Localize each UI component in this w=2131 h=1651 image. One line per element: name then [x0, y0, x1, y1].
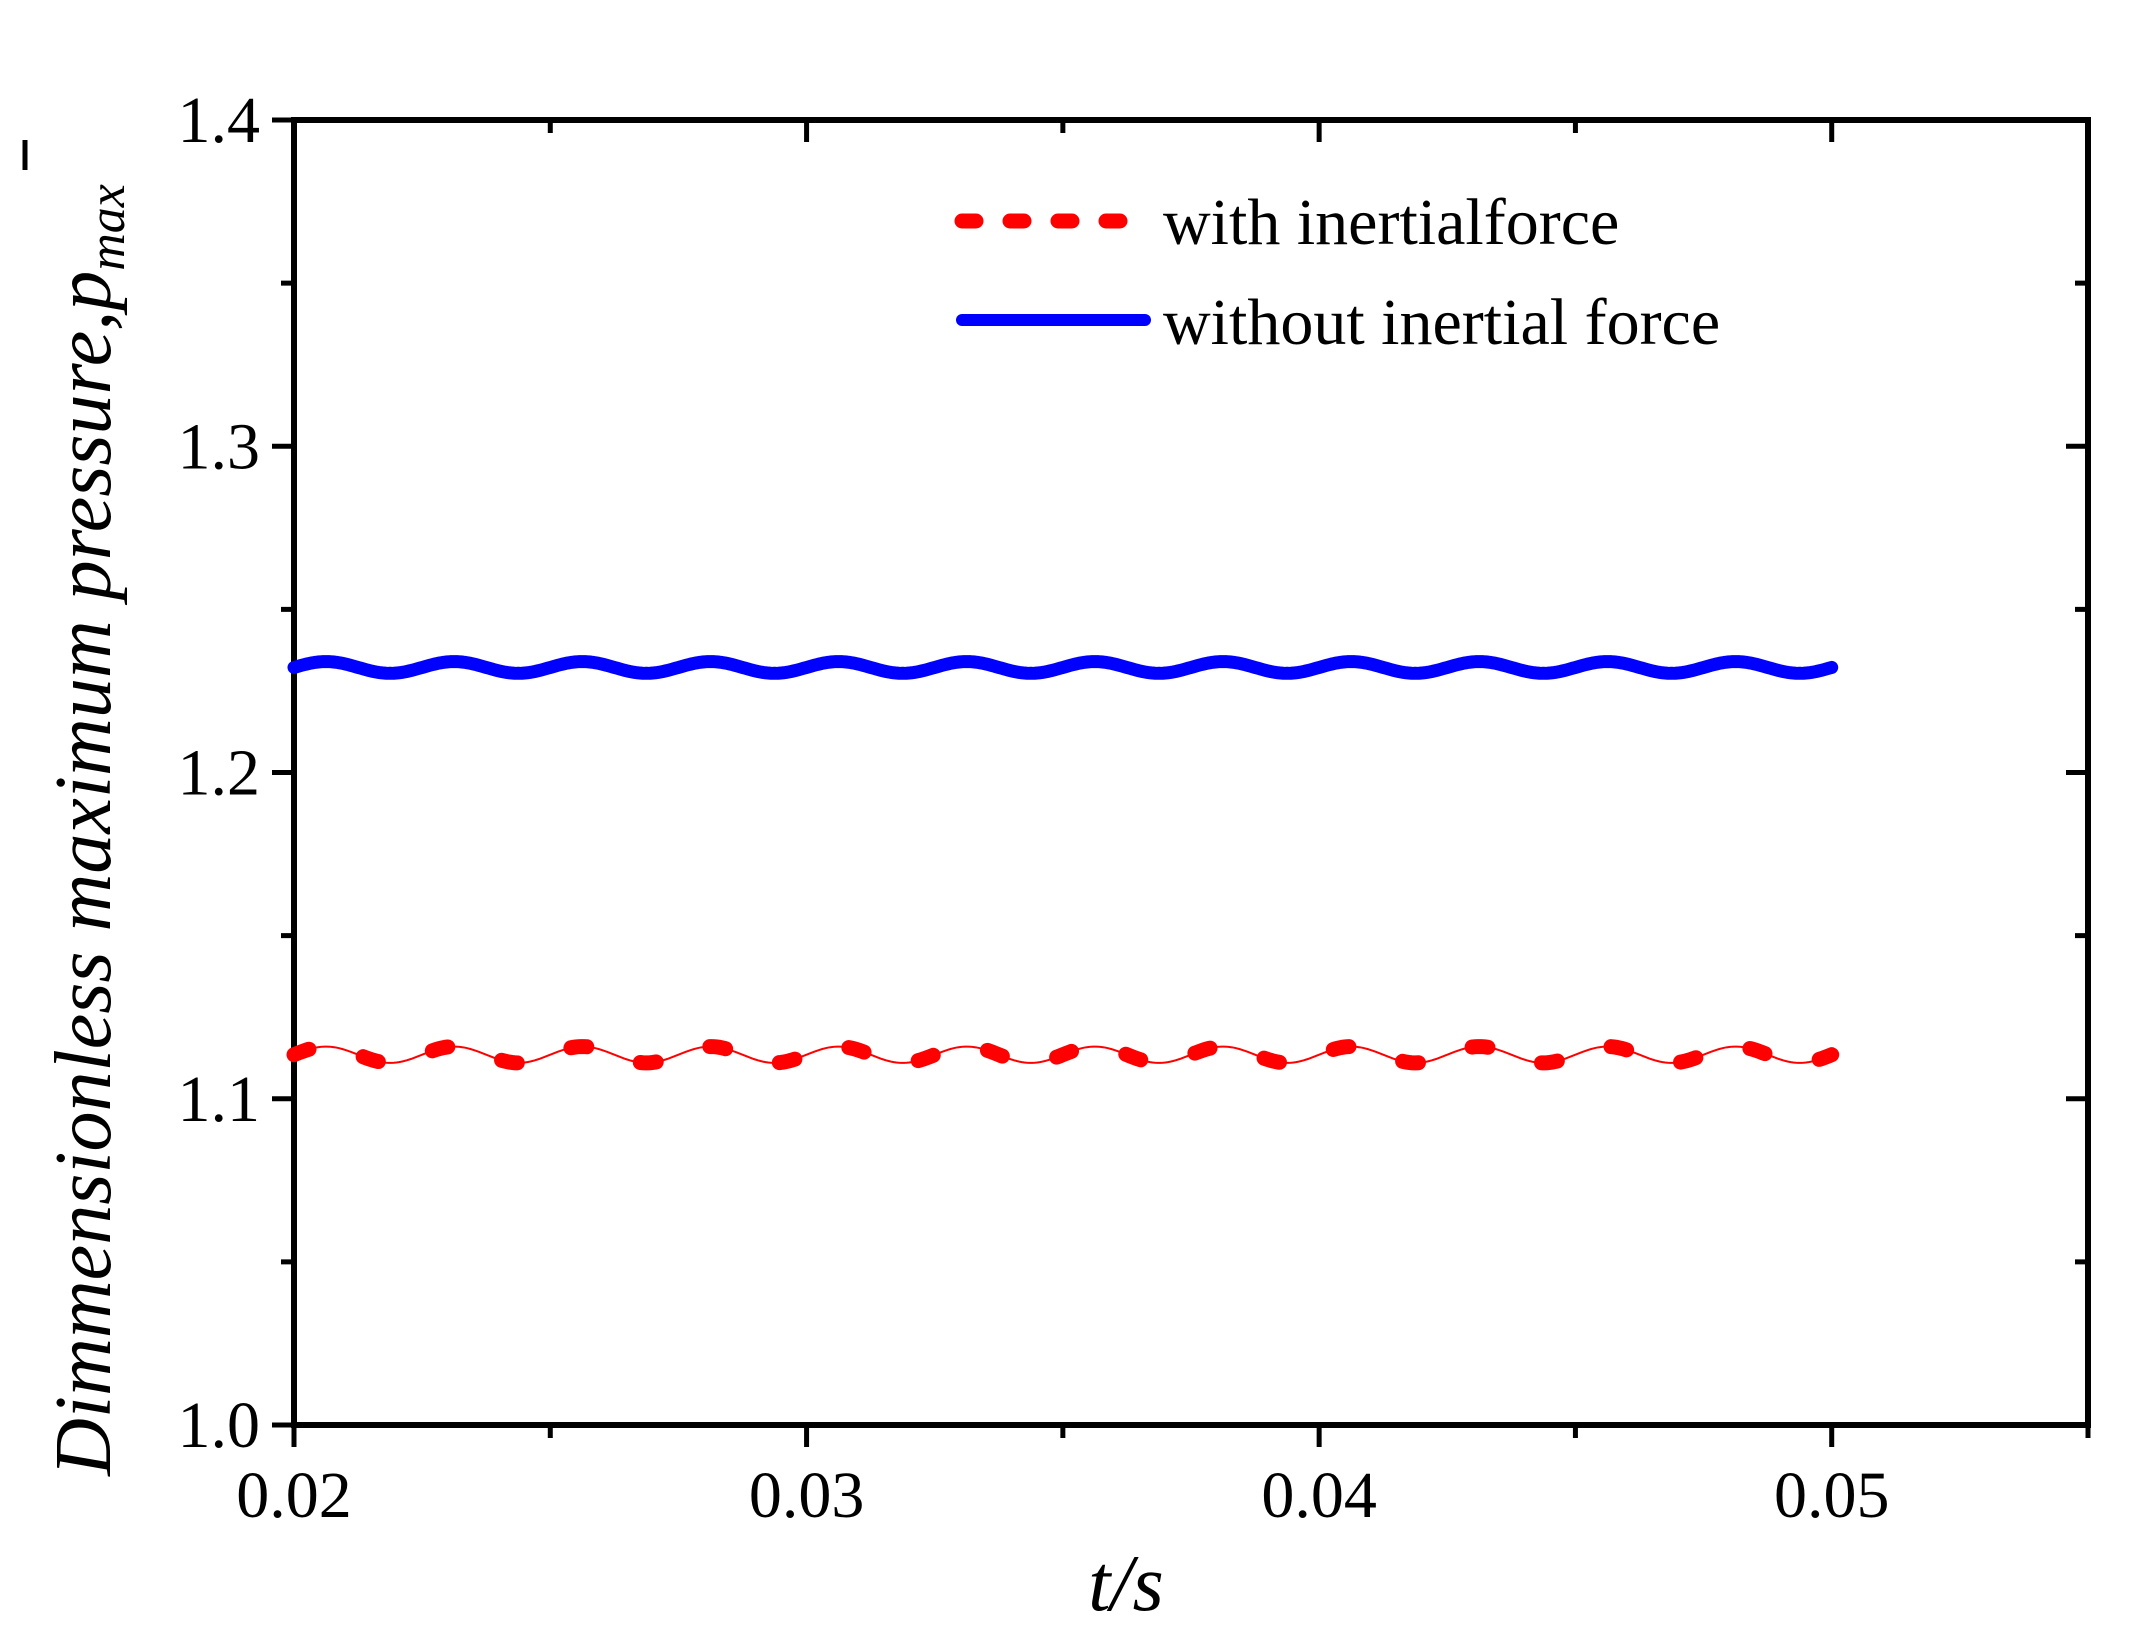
- series-line-without-inertial-force: [287, 655, 1839, 680]
- y-axis-title-group: Dimmensionless maximum pressure,pmax: [40, 184, 136, 1477]
- y-axis-ticks: 1.0 1.1 1.2 1.3 1.4: [178, 84, 2088, 1462]
- x-tick-label: 0.03: [749, 1459, 865, 1532]
- y-tick-label: 1.4: [178, 84, 261, 157]
- x-tick-label: 0.05: [1774, 1459, 1890, 1532]
- x-axis-ticks: 0.02 0.03 0.04 0.05: [236, 120, 2091, 1532]
- legend-label-with-inertial-force: with inertialforce: [1163, 186, 1619, 259]
- x-tick-label: 0.04: [1261, 1459, 1377, 1532]
- x-axis-title: t/s: [1088, 1540, 1164, 1628]
- legend-label-without-inertial-force: without inertial force: [1163, 286, 1720, 359]
- y-axis-title: Dimmensionless maximum pressure,pmax: [40, 184, 136, 1477]
- series-line-with-inertial-force-dots: [286, 1039, 1840, 1071]
- y-tick-label: 1.3: [178, 410, 261, 483]
- y-tick-label: 1.2: [178, 737, 261, 810]
- x-tick-label: 0.02: [236, 1459, 352, 1532]
- series-layer: [286, 655, 1840, 1071]
- y-axis-title-main: Dimmensionless maximum pressure,: [40, 311, 128, 1477]
- y-axis-title-symbol: p: [40, 271, 128, 316]
- y-axis-title-subscript: max: [79, 184, 136, 271]
- y-tick-label: 1.1: [178, 1063, 261, 1136]
- legend: with inertialforce without inertial forc…: [954, 186, 1720, 359]
- y-tick-label: 1.0: [178, 1389, 261, 1462]
